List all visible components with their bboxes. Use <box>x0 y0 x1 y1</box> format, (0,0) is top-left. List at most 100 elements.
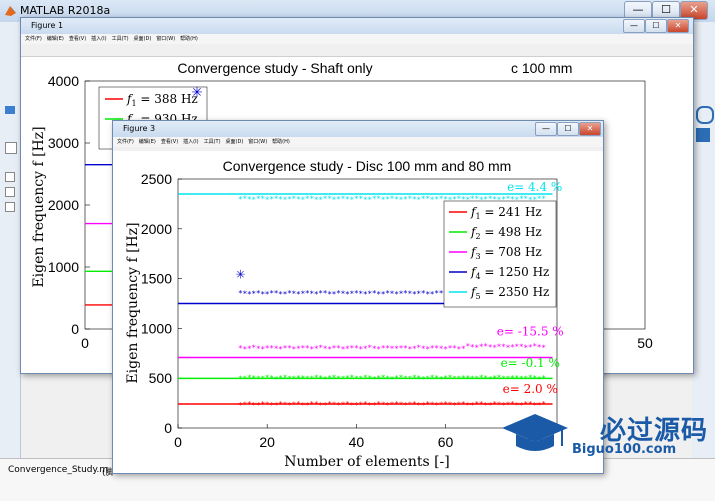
data-marker: * <box>368 401 372 410</box>
menu-item[interactable]: 查看(V) <box>160 139 179 145</box>
menu-item[interactable]: 窗口(W) <box>156 36 176 42</box>
data-marker: * <box>399 344 403 353</box>
y-axis-label: Eigen frequency f [Hz] <box>125 222 141 383</box>
x-tick-label: 40 <box>349 434 365 450</box>
data-marker: * <box>301 195 305 204</box>
data-marker: * <box>448 196 452 205</box>
menu-item[interactable]: 帮助(H) <box>180 36 198 42</box>
current-file[interactable]: Convergence_Study.m <box>8 465 109 475</box>
data-marker: * <box>350 374 354 383</box>
figure-1-maximize[interactable]: ☐ <box>645 19 667 33</box>
figure-3-maximize[interactable]: ☐ <box>557 122 579 136</box>
menu-item[interactable]: 文件(F) <box>25 36 42 42</box>
data-marker: * <box>390 345 394 354</box>
menu-item[interactable]: 查看(V) <box>68 36 87 42</box>
data-marker: * <box>301 289 305 298</box>
arrow-icon[interactable] <box>5 106 15 114</box>
data-marker: * <box>528 374 532 383</box>
figure-3-canvas: Convergence study - Disc 100 mm and 80 m… <box>113 151 603 473</box>
figure-1-close[interactable]: ✕ <box>667 19 689 33</box>
menu-item[interactable]: 桌面(D) <box>133 36 152 42</box>
expand-icon[interactable] <box>5 142 17 154</box>
data-marker: * <box>243 194 247 203</box>
data-marker: * <box>261 195 265 204</box>
tree-expand-icon[interactable] <box>5 172 15 182</box>
data-marker: * <box>372 401 376 410</box>
x-tick-label: 0 <box>81 335 89 351</box>
data-marker: * <box>417 195 421 204</box>
data-marker: * <box>283 344 287 353</box>
data-marker: * <box>386 195 390 204</box>
data-marker: * <box>439 345 443 354</box>
close-button[interactable]: ✕ <box>680 1 708 20</box>
data-marker: * <box>421 375 425 384</box>
data-marker: * <box>444 400 448 409</box>
menu-item[interactable]: 窗口(W) <box>248 139 268 145</box>
data-marker: * <box>399 196 403 205</box>
data-marker: * <box>439 375 443 384</box>
data-marker: * <box>386 289 390 298</box>
figure-3-window[interactable]: Figure 3 — ☐ ✕ 文件(F) 编辑(E) 查看(V) 插入(I) 工具(T)… <box>112 120 604 474</box>
data-marker: * <box>403 344 407 353</box>
search-icon[interactable] <box>696 106 714 124</box>
data-marker: * <box>265 400 269 409</box>
data-marker: * <box>461 400 465 409</box>
menu-item[interactable]: 文件(F) <box>117 139 134 145</box>
data-marker: * <box>484 374 488 383</box>
data-marker: * <box>305 344 309 353</box>
menu-item[interactable]: 工具(T) <box>111 36 129 42</box>
data-marker: * <box>403 375 407 384</box>
data-marker: * <box>345 290 349 299</box>
data-marker: * <box>475 374 479 383</box>
data-marker: * <box>270 195 274 204</box>
tree-expand-icon[interactable] <box>5 187 15 197</box>
figure-1-menu-bar: 文件(F) 编辑(E) 查看(V) 插入(I) 工具(T) 桌面(D) 窗口(W) 帮助(H) <box>21 34 693 44</box>
figure-3-close[interactable]: ✕ <box>579 122 601 136</box>
data-marker: * <box>363 290 367 299</box>
data-marker: * <box>533 374 537 383</box>
data-marker: * <box>377 400 381 409</box>
figure-3-minimize[interactable]: — <box>535 122 557 136</box>
menu-item[interactable]: 编辑(E) <box>46 36 64 42</box>
data-marker: * <box>484 401 488 410</box>
x-tick-label: 0 <box>174 434 182 450</box>
data-marker: * <box>501 342 505 351</box>
legend-entry: f4 = 1250 Hz <box>470 265 549 281</box>
data-marker: * <box>279 195 283 204</box>
data-marker: * <box>493 374 497 383</box>
data-marker: * <box>408 345 412 354</box>
y-tick-label: 500 <box>149 370 173 386</box>
menu-item[interactable]: 工具(T) <box>203 139 221 145</box>
data-marker: * <box>345 374 349 383</box>
tree-expand-icon[interactable] <box>5 202 15 212</box>
error-annotation: e= -0.1 % <box>501 356 560 370</box>
x-tick-label: 60 <box>438 434 454 450</box>
data-marker: * <box>439 401 443 410</box>
figure-3-title: Figure 3 <box>123 124 156 133</box>
data-marker: * <box>301 344 305 353</box>
data-marker: * <box>377 290 381 299</box>
menu-item[interactable]: 编辑(E) <box>138 139 156 145</box>
window-icon[interactable] <box>696 128 710 142</box>
menu-item[interactable]: 桌面(D) <box>225 139 244 145</box>
data-marker: * <box>466 195 470 204</box>
menu-item[interactable]: 插入(I) <box>183 139 199 145</box>
data-marker: * <box>238 401 242 410</box>
data-marker: * <box>252 401 256 410</box>
data-marker: * <box>301 401 305 410</box>
data-marker: * <box>341 345 345 354</box>
data-marker: * <box>412 195 416 204</box>
data-marker: * <box>247 290 251 299</box>
data-marker: * <box>537 194 541 203</box>
data-marker: * <box>354 344 358 353</box>
data-marker: * <box>350 290 354 299</box>
menu-item[interactable]: 插入(I) <box>91 36 107 42</box>
data-marker: * <box>439 194 443 203</box>
error-annotation: e= 2.0 % <box>503 382 558 396</box>
data-marker: * <box>479 343 483 352</box>
data-marker: * <box>256 344 260 353</box>
figure-1-minimize[interactable]: — <box>623 19 645 33</box>
menu-item[interactable]: 帮助(H) <box>272 139 290 145</box>
data-marker: * <box>292 289 296 298</box>
data-marker: * <box>493 400 497 409</box>
